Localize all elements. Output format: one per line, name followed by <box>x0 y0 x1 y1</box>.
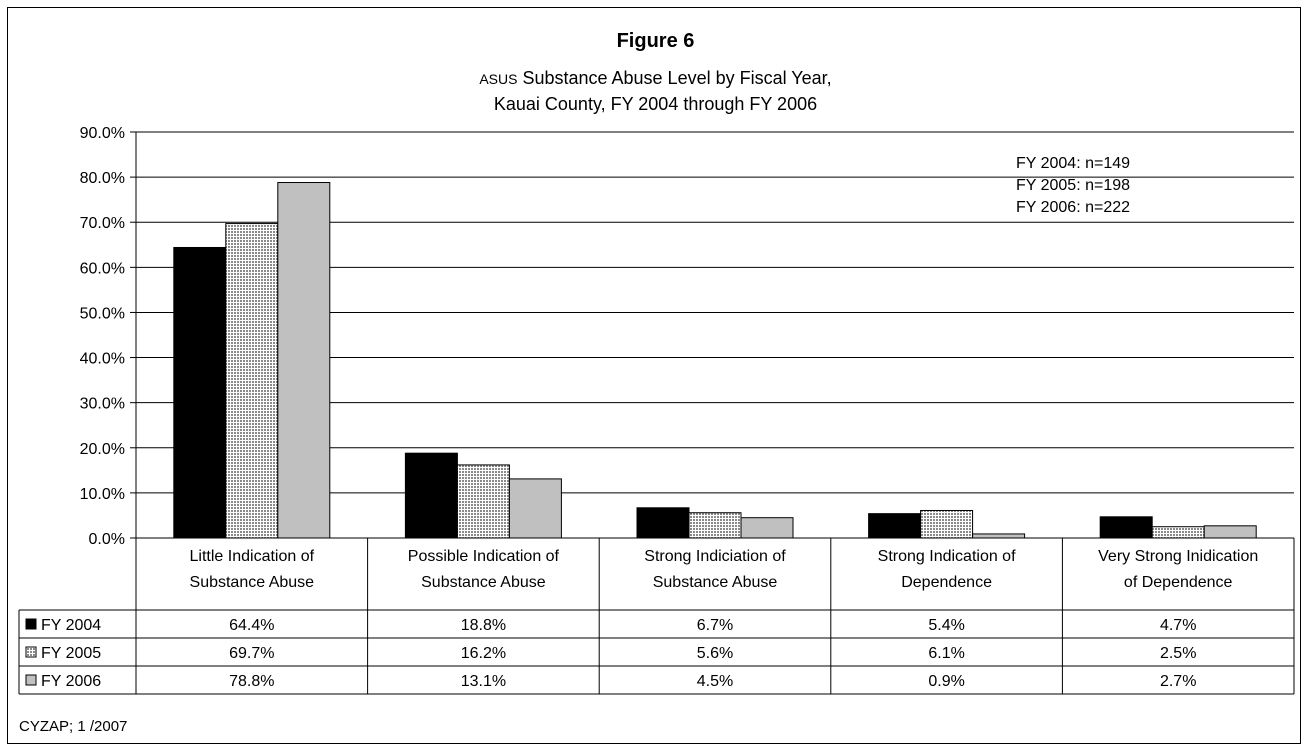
y-tick-label: 50.0% <box>80 305 125 322</box>
y-tick-label: 80.0% <box>80 170 125 187</box>
bar-fy-2004 <box>404 452 458 539</box>
data-label: 6.1% <box>928 645 964 662</box>
legend-key-fy-2006 <box>25 674 37 686</box>
x-tick-label: of Dependence <box>1124 574 1233 591</box>
data-label: 5.4% <box>928 617 964 634</box>
x-tick-label: Very Strong Inidication <box>1098 548 1258 565</box>
sample-size-note: FY 2005: n=198 <box>1016 177 1130 194</box>
bar-fy-2006 <box>508 478 562 539</box>
x-tick-label: Dependence <box>901 574 992 591</box>
data-label: 2.7% <box>1160 673 1196 690</box>
bar-fy-2005 <box>225 223 279 539</box>
bar-fy-2006 <box>277 182 331 539</box>
data-label: 69.7% <box>229 645 274 662</box>
data-table: Little Indication of Substance Abuse Possi… <box>18 538 1295 695</box>
data-label: 2.5% <box>1160 645 1196 662</box>
legend-key-fy-2004 <box>25 618 37 630</box>
y-tick-label: 40.0% <box>80 351 125 368</box>
subtitle-text: Substance Abuse Level by Fiscal Year, <box>517 68 832 88</box>
chart-subtitle-line1: ASUS Substance Abuse Level by Fiscal Yea… <box>0 68 1311 89</box>
bar-fy-2005 <box>920 509 974 539</box>
sample-size-note: FY 2006: n=222 <box>1016 199 1130 216</box>
bar-fy-2006 <box>1203 525 1257 539</box>
bar-fy-2004 <box>868 513 922 539</box>
sample-size-note: FY 2004: n=149 <box>1016 155 1130 172</box>
bar-fy-2006 <box>972 533 1026 539</box>
legend-label: FY 2005 <box>41 645 101 662</box>
plot-area: 0.0% 10.0% 20.0% 30.0% 40.0% 50.0% 60.0% 70.0% 8… <box>80 125 1294 548</box>
data-label: 6.7% <box>697 617 733 634</box>
data-label: 4.5% <box>697 673 733 690</box>
y-tick-label: 60.0% <box>80 260 125 277</box>
legend-label: FY 2004 <box>41 617 101 634</box>
y-tick-label: 30.0% <box>80 396 125 413</box>
chart-title: Figure 6 <box>616 30 695 52</box>
bar-fy-2005 <box>1151 526 1205 539</box>
bar-fy-2005 <box>688 512 742 539</box>
legend-key-fy-2005 <box>25 646 37 658</box>
data-label: 78.8% <box>229 673 274 690</box>
y-tick-label: 70.0% <box>80 215 125 232</box>
data-label: 0.9% <box>928 673 964 690</box>
bar-fy-2004 <box>1099 516 1153 539</box>
x-tick-label: Substance Abuse <box>421 574 546 591</box>
subtitle-prefix: ASUS <box>479 71 518 87</box>
data-label: 16.2% <box>461 645 506 662</box>
data-label: 18.8% <box>461 617 506 634</box>
source-footnote: CYZAP; 1 /2007 <box>19 718 128 735</box>
x-tick-label: Little Indication of <box>190 548 315 565</box>
x-tick-label: Substance Abuse <box>653 574 778 591</box>
x-tick-label: Substance Abuse <box>190 574 315 591</box>
bar-fy-2005 <box>456 464 510 539</box>
x-tick-label: Possible Indication of <box>408 548 560 565</box>
data-label: 4.7% <box>1160 617 1196 634</box>
bar-fy-2006 <box>740 517 794 539</box>
x-tick-label: Strong Indiciation of <box>644 548 786 565</box>
y-tick-label: 0.0% <box>89 531 125 548</box>
y-tick-label: 90.0% <box>80 125 125 142</box>
bar-fy-2004 <box>636 507 690 539</box>
chart-subtitle-line2: Kauai County, FY 2004 through FY 2006 <box>493 94 818 114</box>
data-label: 5.6% <box>697 645 733 662</box>
x-tick-label: Strong Indication of <box>878 548 1016 565</box>
bar-fy-2004 <box>173 246 227 539</box>
y-tick-label: 20.0% <box>80 441 125 458</box>
y-tick-label: 10.0% <box>80 486 125 503</box>
data-label: 64.4% <box>229 617 274 634</box>
data-label: 13.1% <box>461 673 506 690</box>
legend-label: FY 2006 <box>41 673 101 690</box>
